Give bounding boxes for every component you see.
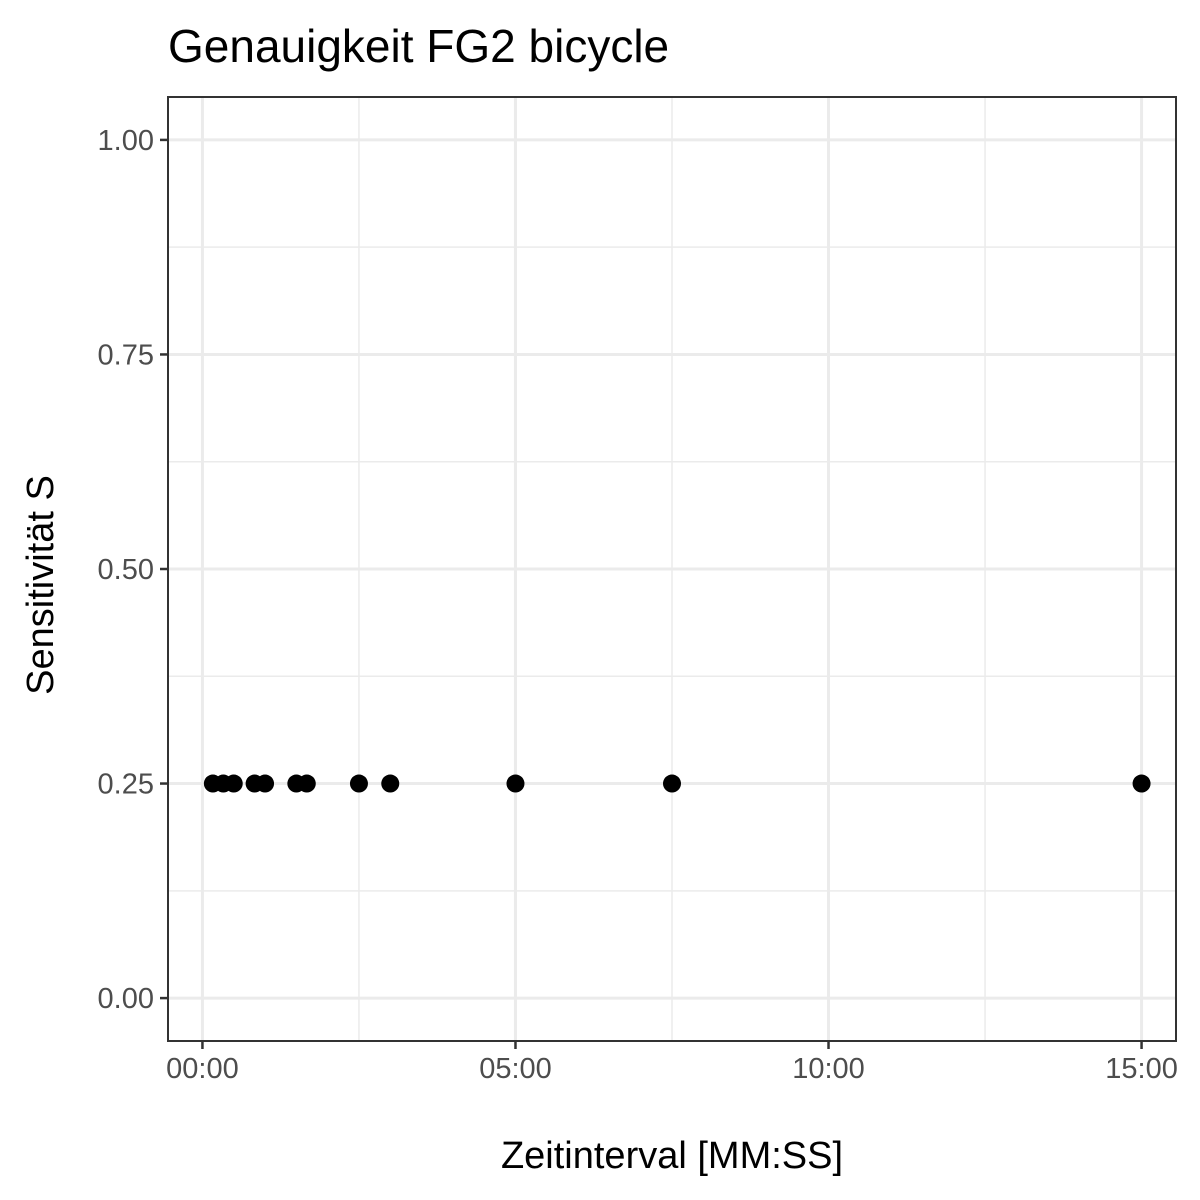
data-point — [381, 774, 400, 793]
x-tick-label: 05:00 — [479, 1053, 552, 1085]
data-points — [203, 774, 1151, 793]
x-tick-label: 15:00 — [1105, 1053, 1178, 1085]
x-axis-title: Zeitinterval [MM:SS] — [501, 1135, 843, 1177]
y-tick-label: 0.25 — [98, 769, 154, 801]
y-axis-title: Sensitivität S — [20, 475, 62, 695]
axes: 00:00 05:00 10:00 15:00 0.00 0.25 0.50 0.75 1.00 — [98, 125, 1178, 1085]
x-tick-label: 00:00 — [166, 1053, 239, 1085]
y-tick-label: 1.00 — [98, 125, 154, 157]
chart-title: Genauigkeit FG2 bicycle — [168, 20, 669, 72]
y-tick-label: 0.00 — [98, 983, 154, 1015]
data-point — [256, 774, 275, 793]
grid — [168, 97, 1176, 1041]
data-point — [224, 774, 243, 793]
data-point — [297, 774, 316, 793]
data-point — [349, 774, 368, 793]
y-tick-label: 0.75 — [98, 339, 154, 371]
data-point — [1132, 774, 1151, 793]
y-tick-label: 0.50 — [98, 554, 154, 586]
data-point — [663, 774, 681, 793]
data-point — [506, 774, 525, 793]
x-tick-label: 10:00 — [792, 1053, 865, 1085]
